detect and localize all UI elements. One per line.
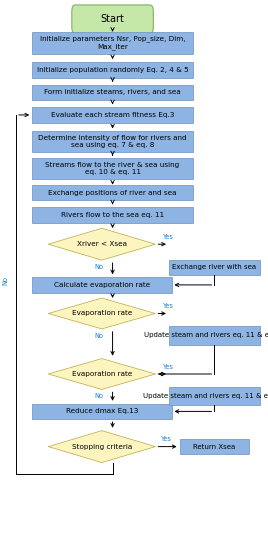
Text: Yes: Yes: [163, 304, 174, 309]
Text: Form initialize steams, rivers, and sea: Form initialize steams, rivers, and sea: [44, 90, 181, 95]
FancyBboxPatch shape: [72, 5, 153, 34]
Polygon shape: [48, 298, 155, 329]
Polygon shape: [48, 431, 155, 463]
Text: Reduce dmax Eq.13: Reduce dmax Eq.13: [66, 409, 138, 414]
Text: Yes: Yes: [163, 364, 174, 370]
Text: Update steam and rivers eq. 11 & eq.12: Update steam and rivers eq. 11 & eq.12: [144, 333, 268, 338]
FancyBboxPatch shape: [32, 131, 193, 152]
FancyBboxPatch shape: [180, 439, 249, 454]
Text: Exchange positions of river and sea: Exchange positions of river and sea: [48, 190, 177, 195]
Text: Evaluate each stream fitness Eq.3: Evaluate each stream fitness Eq.3: [51, 112, 174, 118]
Text: No: No: [2, 276, 8, 285]
FancyBboxPatch shape: [32, 207, 193, 223]
Polygon shape: [48, 359, 155, 389]
FancyBboxPatch shape: [32, 32, 193, 54]
Text: No: No: [95, 393, 104, 399]
FancyBboxPatch shape: [32, 404, 172, 419]
Text: No: No: [95, 264, 104, 270]
Text: Evaporation rate: Evaporation rate: [72, 311, 132, 316]
Text: Streams flow to the river & sea using
eq. 10 & eq. 11: Streams flow to the river & sea using eq…: [46, 162, 180, 175]
Text: Initialize population randomly Eq. 2, 4 & 5: Initialize population randomly Eq. 2, 4 …: [37, 67, 188, 73]
Text: Calculate evaporation rate: Calculate evaporation rate: [54, 282, 150, 288]
FancyBboxPatch shape: [32, 62, 193, 78]
Text: Initialize parameters Nsr, Pop_size, Dim,
Max_iter: Initialize parameters Nsr, Pop_size, Dim…: [40, 36, 185, 50]
Text: Yes: Yes: [161, 437, 172, 442]
FancyBboxPatch shape: [32, 158, 193, 179]
FancyBboxPatch shape: [32, 185, 193, 200]
Text: Start: Start: [100, 14, 125, 24]
Text: Determine intensity of flow for rivers and
sea using eq. 7 & eq. 8: Determine intensity of flow for rivers a…: [38, 135, 187, 149]
FancyBboxPatch shape: [32, 107, 193, 123]
Text: Yes: Yes: [163, 234, 174, 240]
Text: Evaporation rate: Evaporation rate: [72, 371, 132, 377]
Text: Return Xsea: Return Xsea: [193, 444, 236, 449]
FancyBboxPatch shape: [32, 277, 172, 293]
Text: No: No: [95, 333, 104, 338]
Text: Update steam and rivers eq. 11 & eq. 12: Update steam and rivers eq. 11 & eq. 12: [143, 393, 268, 399]
Text: Stopping criteria: Stopping criteria: [72, 444, 132, 449]
FancyBboxPatch shape: [32, 85, 193, 100]
Text: Xriver < Xsea: Xriver < Xsea: [77, 241, 127, 247]
FancyBboxPatch shape: [169, 260, 260, 275]
Text: Rivers flow to the sea eq. 11: Rivers flow to the sea eq. 11: [61, 212, 164, 218]
Polygon shape: [48, 228, 155, 260]
FancyBboxPatch shape: [169, 326, 260, 345]
Text: Exchange river with sea: Exchange river with sea: [172, 265, 256, 270]
FancyBboxPatch shape: [169, 387, 260, 405]
